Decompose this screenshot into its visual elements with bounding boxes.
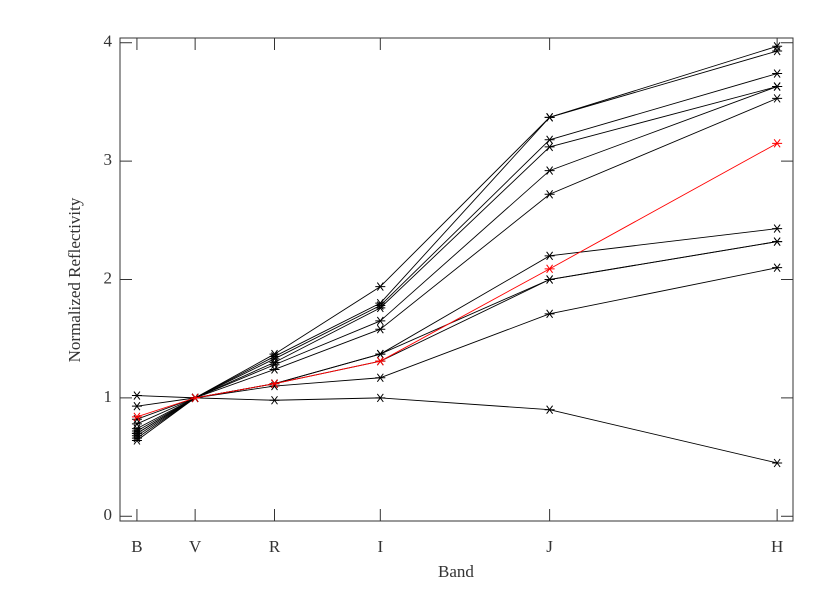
point-marker bbox=[544, 166, 555, 175]
series-line bbox=[136, 395, 778, 464]
point-marker bbox=[375, 303, 386, 313]
y-tick-label: 2 bbox=[104, 268, 113, 287]
point-marker bbox=[269, 379, 280, 388]
point-marker bbox=[544, 275, 555, 284]
point-marker bbox=[544, 405, 555, 415]
point-marker bbox=[375, 324, 386, 334]
series-line bbox=[136, 241, 778, 434]
x-tick-label: I bbox=[377, 537, 383, 556]
x-tick-label: J bbox=[546, 537, 553, 556]
series-line bbox=[136, 97, 778, 430]
point-marker bbox=[772, 263, 783, 272]
point-marker bbox=[131, 391, 142, 400]
point-marker bbox=[772, 94, 783, 103]
plot-frame bbox=[119, 37, 794, 522]
x-tick-label: V bbox=[189, 537, 202, 556]
point-marker bbox=[131, 429, 142, 438]
y-tick-label: 3 bbox=[104, 150, 113, 169]
y-tick-label: 0 bbox=[104, 505, 113, 524]
y-tick-label: 1 bbox=[104, 387, 113, 406]
x-tick-label: R bbox=[269, 537, 281, 556]
point-marker bbox=[772, 237, 783, 246]
point-marker bbox=[772, 41, 783, 51]
point-marker bbox=[375, 373, 386, 383]
point-marker bbox=[190, 393, 201, 403]
point-marker bbox=[544, 142, 555, 152]
x-axis-title: Band bbox=[438, 562, 474, 581]
point-marker bbox=[375, 316, 386, 326]
point-marker bbox=[544, 189, 555, 199]
y-axis-title: Normalized Reflectivity bbox=[65, 197, 84, 362]
point-marker bbox=[544, 264, 555, 274]
point-marker bbox=[772, 139, 783, 148]
x-tick-label: B bbox=[131, 537, 142, 556]
point-marker bbox=[544, 113, 555, 122]
series-line bbox=[136, 142, 778, 418]
x-tick-label: H bbox=[771, 537, 783, 556]
series-line bbox=[136, 267, 778, 407]
point-marker bbox=[772, 82, 783, 91]
point-marker bbox=[131, 412, 142, 422]
point-marker bbox=[772, 224, 783, 233]
point-marker bbox=[375, 282, 386, 291]
point-marker bbox=[269, 395, 280, 405]
point-marker bbox=[375, 349, 386, 359]
point-marker bbox=[131, 401, 142, 411]
point-marker bbox=[269, 365, 280, 374]
point-marker bbox=[544, 309, 555, 319]
point-marker bbox=[772, 458, 783, 468]
point-marker bbox=[375, 393, 386, 403]
point-marker bbox=[544, 251, 555, 261]
y-tick-label: 4 bbox=[104, 32, 113, 51]
point-marker bbox=[772, 69, 783, 78]
series-line bbox=[136, 73, 778, 434]
point-marker bbox=[375, 356, 386, 366]
point-marker bbox=[544, 135, 555, 145]
